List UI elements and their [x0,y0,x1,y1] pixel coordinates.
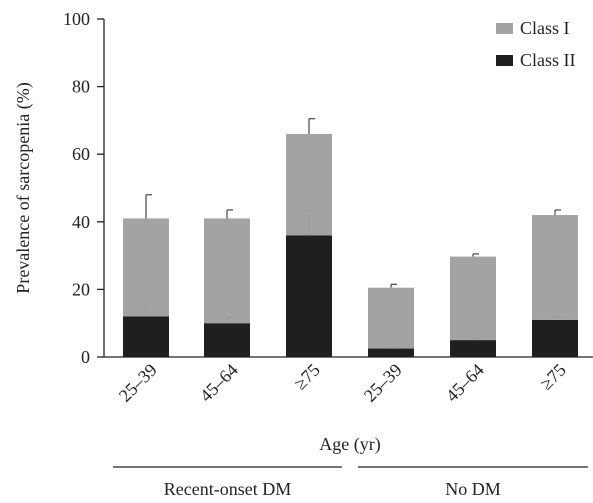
y-tick-label: 100 [63,9,90,29]
y-tick-label: 80 [72,77,90,97]
bar-class-i [450,256,496,341]
bar-class-ii [368,348,414,357]
legend: Class I Class II [496,18,576,70]
y-tick-label: 40 [72,212,90,232]
bar-class-i [368,287,414,349]
bar-class-ii [123,316,169,357]
x-axis-label: Age (yr) [319,434,380,455]
bar-class-i [204,218,250,324]
error-bars-layer [145,118,561,349]
bars-layer [123,133,578,357]
bar-class-ii [286,235,332,357]
bar-class-ii [450,340,496,357]
x-tick-label: ≥75 [536,360,570,394]
x-tick-label: 45–64 [196,360,242,406]
y-tick-label: 0 [81,347,90,367]
group-label: Recent-onset DM [164,479,291,499]
x-tick-label: 25–39 [360,360,406,406]
legend-swatch [496,23,513,34]
group-labels: Recent-onset DM No DM [113,466,588,499]
x-tick-label: 45–64 [442,360,488,406]
x-tick-label: 25–39 [115,360,161,406]
legend-label: Class I [520,18,570,38]
y-tick-label: 60 [72,144,90,164]
x-tick-labels: 25–39 45–64 ≥75 25–39 45–64 ≥75 [115,360,570,406]
y-axis-label: Prevalence of sarcopenia (%) [13,82,34,293]
bar-class-ii [532,319,578,357]
y-tick-label: 20 [72,279,90,299]
legend-label: Class II [520,50,576,70]
y-ticks: 0 20 40 60 80 100 [63,9,104,367]
bar-class-ii [204,323,250,357]
bar-class-i [532,215,578,320]
legend-swatch [496,55,513,66]
x-tick-label: ≥75 [290,360,324,394]
group-label: No DM [445,479,501,499]
